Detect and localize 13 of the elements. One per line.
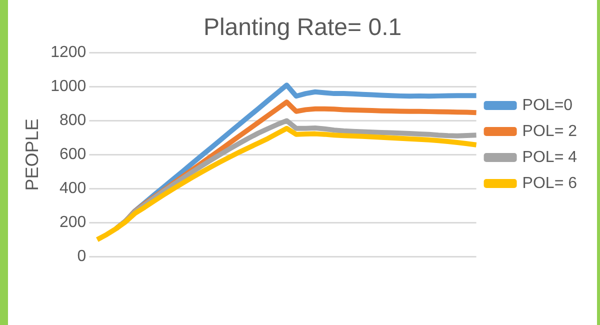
y-tick-label: 600	[59, 146, 86, 164]
y-tick-label: 0	[77, 248, 86, 266]
legend-label: POL=0	[522, 96, 573, 114]
chart-title: Planting Rate= 0.1	[203, 14, 402, 42]
y-tick-label: 1200	[50, 44, 86, 62]
y-tick-label: 1000	[50, 78, 86, 96]
y-axis-title: PEOPLE	[22, 118, 42, 191]
y-tick-label: 200	[59, 214, 86, 232]
legend-label: POL= 2	[522, 122, 578, 140]
legend-label: POL= 4	[522, 148, 578, 166]
legend-label: POL= 6	[522, 174, 578, 192]
y-tick-label: 400	[59, 180, 86, 198]
y-tick-label: 800	[59, 112, 86, 130]
